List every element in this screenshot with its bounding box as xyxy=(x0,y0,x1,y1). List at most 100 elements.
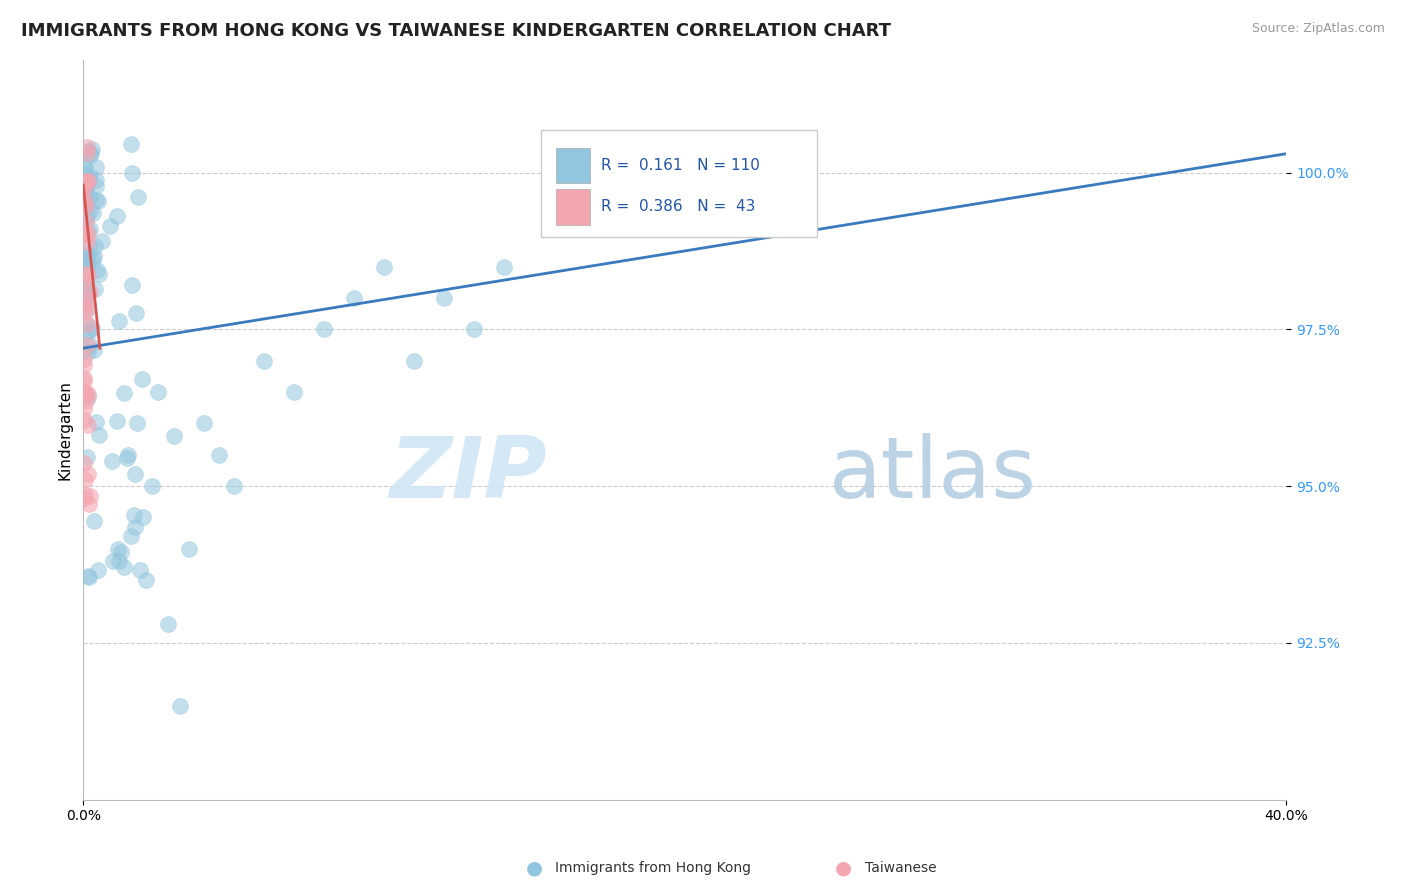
Point xyxy=(125,305,148,319)
Point xyxy=(82,252,104,267)
Point xyxy=(343,291,366,305)
Text: atlas: atlas xyxy=(830,433,1038,516)
FancyBboxPatch shape xyxy=(557,148,591,183)
Point xyxy=(77,247,100,261)
Text: ●: ● xyxy=(835,858,852,878)
Point xyxy=(77,268,100,282)
Point xyxy=(73,401,96,416)
Point xyxy=(135,573,157,587)
Point xyxy=(83,249,105,263)
Point xyxy=(75,252,97,266)
Point xyxy=(84,173,107,187)
Point xyxy=(120,137,142,152)
Point xyxy=(208,448,231,462)
Point xyxy=(77,390,100,404)
Text: Taiwanese: Taiwanese xyxy=(865,861,936,875)
Point xyxy=(84,160,107,174)
Point xyxy=(112,385,135,400)
Point xyxy=(86,563,108,577)
Point xyxy=(87,427,110,442)
Point xyxy=(80,321,103,335)
Point xyxy=(76,285,98,300)
Point xyxy=(124,520,146,534)
Point xyxy=(73,275,96,289)
Point xyxy=(127,190,149,204)
Point xyxy=(76,325,98,339)
Point xyxy=(77,344,100,359)
Point xyxy=(117,451,139,466)
Point xyxy=(127,417,149,431)
Point xyxy=(75,183,97,197)
Point xyxy=(77,287,100,301)
Point xyxy=(76,301,98,316)
Point xyxy=(73,192,96,206)
Point xyxy=(89,268,111,282)
Point xyxy=(79,338,101,352)
Point xyxy=(79,285,101,300)
Point xyxy=(77,173,100,187)
Point xyxy=(148,385,170,400)
Point xyxy=(494,260,516,274)
Point xyxy=(73,375,96,389)
Point xyxy=(76,174,98,188)
Point xyxy=(73,351,96,366)
Point xyxy=(105,414,128,428)
Point xyxy=(84,283,107,297)
Point xyxy=(75,215,97,229)
Point xyxy=(82,205,104,219)
Point xyxy=(83,343,105,357)
Point xyxy=(87,194,110,208)
Point xyxy=(76,224,98,238)
Point xyxy=(77,568,100,582)
Point xyxy=(76,318,98,332)
Point xyxy=(76,209,98,223)
Point xyxy=(734,146,756,161)
Point xyxy=(117,448,139,462)
Point xyxy=(75,387,97,401)
Point xyxy=(75,178,97,192)
Point xyxy=(79,191,101,205)
Point xyxy=(156,617,179,632)
Point xyxy=(98,219,121,233)
Point xyxy=(73,293,96,307)
Point xyxy=(73,358,96,372)
Point xyxy=(105,209,128,223)
Point xyxy=(100,454,122,468)
Point xyxy=(193,417,215,431)
Point xyxy=(75,199,97,213)
Point xyxy=(283,385,305,400)
Point xyxy=(79,222,101,236)
Point xyxy=(75,227,97,241)
Point xyxy=(222,479,245,493)
Point xyxy=(373,260,395,274)
Point xyxy=(124,467,146,482)
Point xyxy=(73,180,96,194)
Point xyxy=(77,418,100,433)
Point xyxy=(77,324,100,338)
Point xyxy=(77,497,100,511)
Point xyxy=(76,255,98,269)
Point xyxy=(75,306,97,320)
Point xyxy=(76,235,98,249)
Point xyxy=(79,146,101,161)
Point xyxy=(108,314,131,328)
Point xyxy=(73,274,96,288)
Point xyxy=(312,322,335,336)
Point xyxy=(79,169,101,183)
Point xyxy=(73,161,96,176)
Point xyxy=(73,196,96,211)
Point xyxy=(108,554,131,568)
Point xyxy=(76,139,98,153)
Point xyxy=(77,467,100,481)
Text: Source: ZipAtlas.com: Source: ZipAtlas.com xyxy=(1251,22,1385,36)
Point xyxy=(84,238,107,252)
Point xyxy=(76,450,98,464)
Point xyxy=(121,166,143,180)
Point xyxy=(75,393,97,408)
Point xyxy=(73,384,96,398)
Point xyxy=(177,541,200,556)
Point xyxy=(76,175,98,189)
Point xyxy=(84,178,107,193)
Point xyxy=(77,144,100,158)
Point xyxy=(82,142,104,156)
